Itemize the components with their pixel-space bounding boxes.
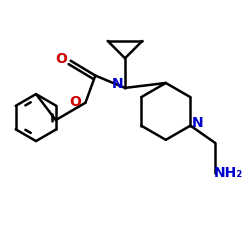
Text: O: O bbox=[55, 52, 67, 66]
Text: N: N bbox=[192, 116, 204, 130]
Text: NH₂: NH₂ bbox=[214, 166, 243, 179]
Text: N: N bbox=[112, 77, 124, 91]
Text: O: O bbox=[70, 94, 82, 108]
